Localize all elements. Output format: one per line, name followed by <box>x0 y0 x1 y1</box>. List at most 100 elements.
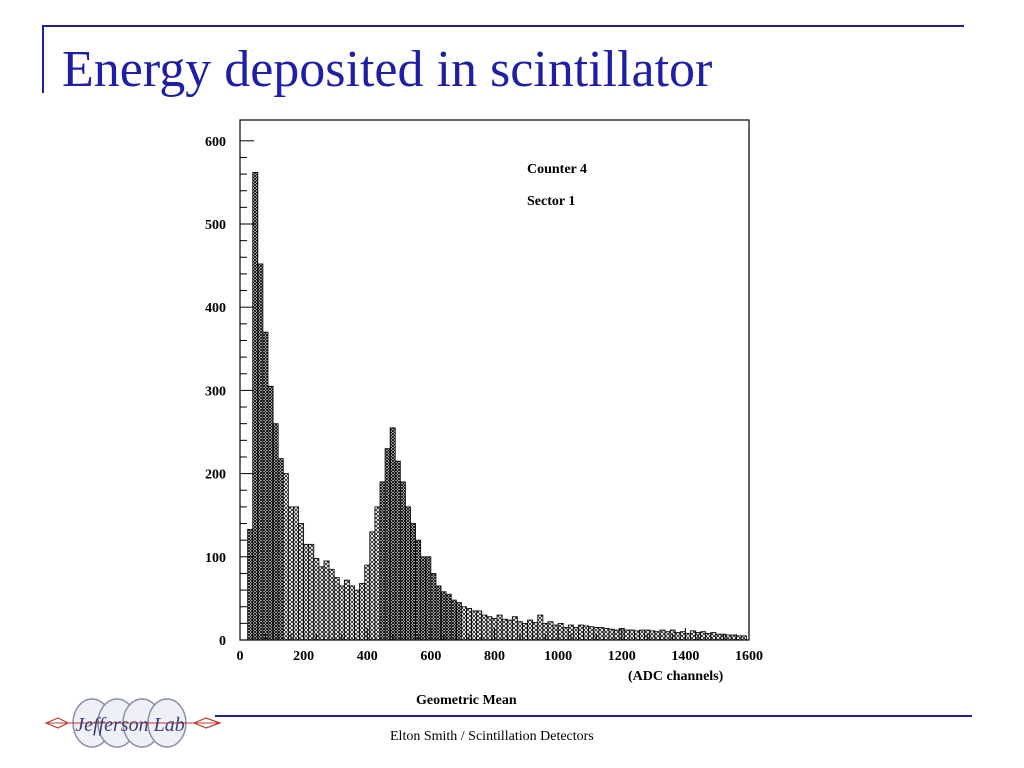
histogram-bar <box>379 481 386 641</box>
histogram-bar <box>323 560 330 641</box>
histogram-bar <box>282 473 289 641</box>
histogram-bar <box>293 506 299 641</box>
x-tick-label: 600 <box>420 649 441 664</box>
histogram-bar <box>415 539 422 641</box>
histogram-bar <box>583 625 590 641</box>
histogram-bar <box>684 632 691 641</box>
y-tick-label: 500 <box>205 218 226 233</box>
histogram-bar <box>506 619 513 641</box>
histogram-bar <box>394 460 401 641</box>
histogram-bar <box>557 622 564 641</box>
histogram-bar <box>287 506 294 641</box>
y-tick-label: 100 <box>205 551 226 566</box>
x-axis-title: Geometric Mean <box>416 693 517 708</box>
histogram-bar <box>262 331 269 641</box>
histogram-bar <box>257 263 264 641</box>
histogram-bar <box>303 543 310 641</box>
histogram-bar <box>455 602 462 641</box>
x-tick-label: 1400 <box>671 649 699 664</box>
histogram-bar <box>399 481 406 641</box>
x-axis: 0 200 400 600 800 1000 1200 1400 1600 <box>237 628 763 664</box>
histogram-bar <box>679 631 686 641</box>
histogram-bar <box>522 622 528 641</box>
histogram-bar <box>649 630 656 641</box>
histogram-bar <box>410 523 417 641</box>
y-tick-label: 0 <box>219 634 226 649</box>
histogram-bar <box>247 528 254 641</box>
histogram-bar <box>710 632 717 641</box>
histogram-bar <box>328 568 335 641</box>
histogram-bar <box>608 628 615 641</box>
histogram-bar <box>374 506 381 641</box>
histogram-bar <box>634 630 640 641</box>
annotation-counter: Counter 4 <box>527 162 587 177</box>
histogram-bar <box>349 585 355 641</box>
histogram-bar <box>343 579 350 641</box>
histogram-bar <box>318 566 325 641</box>
histogram-bar <box>420 556 427 641</box>
histogram-bar <box>735 635 742 641</box>
x-tick-label: 1000 <box>544 649 572 664</box>
annotation-sector: Sector 1 <box>527 194 575 209</box>
title-rule-top <box>42 25 964 27</box>
histogram-bar <box>659 629 666 641</box>
histogram-bar <box>298 523 305 641</box>
histogram-bar <box>476 610 483 641</box>
histogram-bar <box>501 618 508 641</box>
histogram-bar <box>384 448 391 641</box>
x-axis-unit: (ADC channels) <box>628 669 724 684</box>
title-rule-left <box>42 25 44 93</box>
y-tick-label: 300 <box>205 384 226 399</box>
footer-text: Elton Smith / Scintillation Detectors <box>390 729 594 744</box>
histogram-bar <box>572 627 579 641</box>
jefferson-lab-logo: Jefferson Lab <box>44 693 224 758</box>
histogram-bar <box>450 599 457 641</box>
histogram-bar <box>486 616 493 641</box>
histogram-bar <box>277 458 284 641</box>
slide-title: Energy deposited in scintillator <box>62 41 713 98</box>
histogram-bar <box>628 629 635 641</box>
x-tick-label: 400 <box>357 649 378 664</box>
y-tick-label: 600 <box>205 135 226 150</box>
x-tick-label: 1600 <box>735 649 763 664</box>
histogram-bar <box>552 624 559 641</box>
histogram-bar <box>461 606 467 641</box>
footer-rule <box>215 715 972 717</box>
histogram-bar <box>700 631 707 641</box>
histogram-bar <box>578 624 584 641</box>
histogram-chart: 0 100 200 300 400 500 600 0 200 400 600 800 1000 120… <box>205 119 763 708</box>
histogram-bar <box>333 577 340 641</box>
histogram-bar <box>603 627 610 641</box>
logo-text: Jefferson Lab <box>75 714 184 736</box>
histogram-bar <box>623 629 630 641</box>
histogram-bar <box>471 610 478 641</box>
x-tick-label: 1200 <box>608 649 636 664</box>
histogram-bar <box>725 634 732 641</box>
histogram-bar <box>313 558 320 641</box>
histogram-bar <box>389 427 396 641</box>
histogram-bar <box>425 556 432 641</box>
x-tick-label: 800 <box>484 649 505 664</box>
histogram-bar <box>435 585 442 641</box>
histogram-bar <box>690 630 696 641</box>
histogram-bars <box>247 172 747 641</box>
histogram-bar <box>654 631 661 641</box>
histogram-bar <box>354 589 361 641</box>
histogram-bar <box>664 631 671 641</box>
histogram-bar <box>532 622 539 641</box>
y-tick-label: 400 <box>205 301 226 316</box>
histogram-bar <box>588 626 595 641</box>
histogram-bar <box>338 585 345 641</box>
histogram-bar <box>547 621 554 641</box>
histogram-bar <box>252 172 259 641</box>
histogram-bar <box>537 614 544 641</box>
histogram-bar <box>481 614 488 641</box>
histogram-bar <box>496 614 503 641</box>
histogram-bar <box>308 543 315 641</box>
y-axis: 0 100 200 300 400 500 600 <box>205 135 254 649</box>
histogram-bar <box>272 423 279 641</box>
histogram-bar <box>359 583 366 641</box>
histogram-bar <box>511 616 518 641</box>
histogram-bar <box>430 573 437 641</box>
histogram-bar <box>369 531 376 641</box>
